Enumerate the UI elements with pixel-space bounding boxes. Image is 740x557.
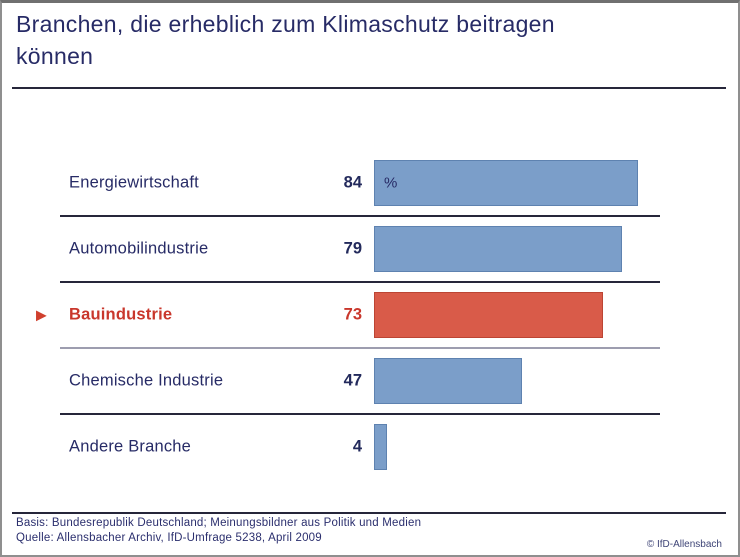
category-label: Chemische Industrie	[69, 371, 224, 390]
value-label: 47	[343, 371, 362, 390]
value-bar	[374, 292, 603, 338]
chart-row: Chemische Industrie 47	[60, 349, 660, 415]
percent-sign: %	[384, 174, 398, 192]
value-label: 84	[343, 173, 362, 192]
highlight-arrow-icon: ▶	[36, 306, 47, 323]
category-label: Automobilindustrie	[69, 239, 209, 258]
page-title: Branchen, die erheblich zum Klimaschutz …	[16, 11, 555, 69]
basis-note: Basis: Bundesrepublik Deutschland; Meinu…	[16, 517, 422, 529]
value-bar	[374, 424, 387, 470]
chart-row: Andere Branche 4	[60, 415, 660, 479]
category-label: Andere Branche	[69, 437, 192, 456]
category-label: Bauindustrie	[69, 305, 173, 324]
value-bar: %	[374, 160, 638, 206]
value-bar	[374, 358, 522, 404]
value-label: 79	[343, 239, 362, 258]
value-label: 73	[343, 305, 362, 324]
value-bar	[374, 226, 622, 272]
quelle-note: Quelle: Allensbacher Archiv, IfD-Umfrage…	[16, 532, 322, 544]
bar-chart: Energiewirtschaft 84 % Automobilindustri…	[36, 151, 660, 479]
chart-row: Energiewirtschaft 84 %	[60, 151, 660, 217]
value-label: 4	[352, 437, 362, 456]
chart-row: ▶ Bauindustrie 73	[36, 283, 660, 349]
category-label: Energiewirtschaft	[69, 173, 199, 192]
title-divider	[12, 87, 726, 89]
copyright-label: © IfD-Allensbach	[646, 539, 722, 550]
footer-divider	[12, 512, 726, 514]
chart-row: Automobilindustrie 79	[60, 217, 660, 283]
